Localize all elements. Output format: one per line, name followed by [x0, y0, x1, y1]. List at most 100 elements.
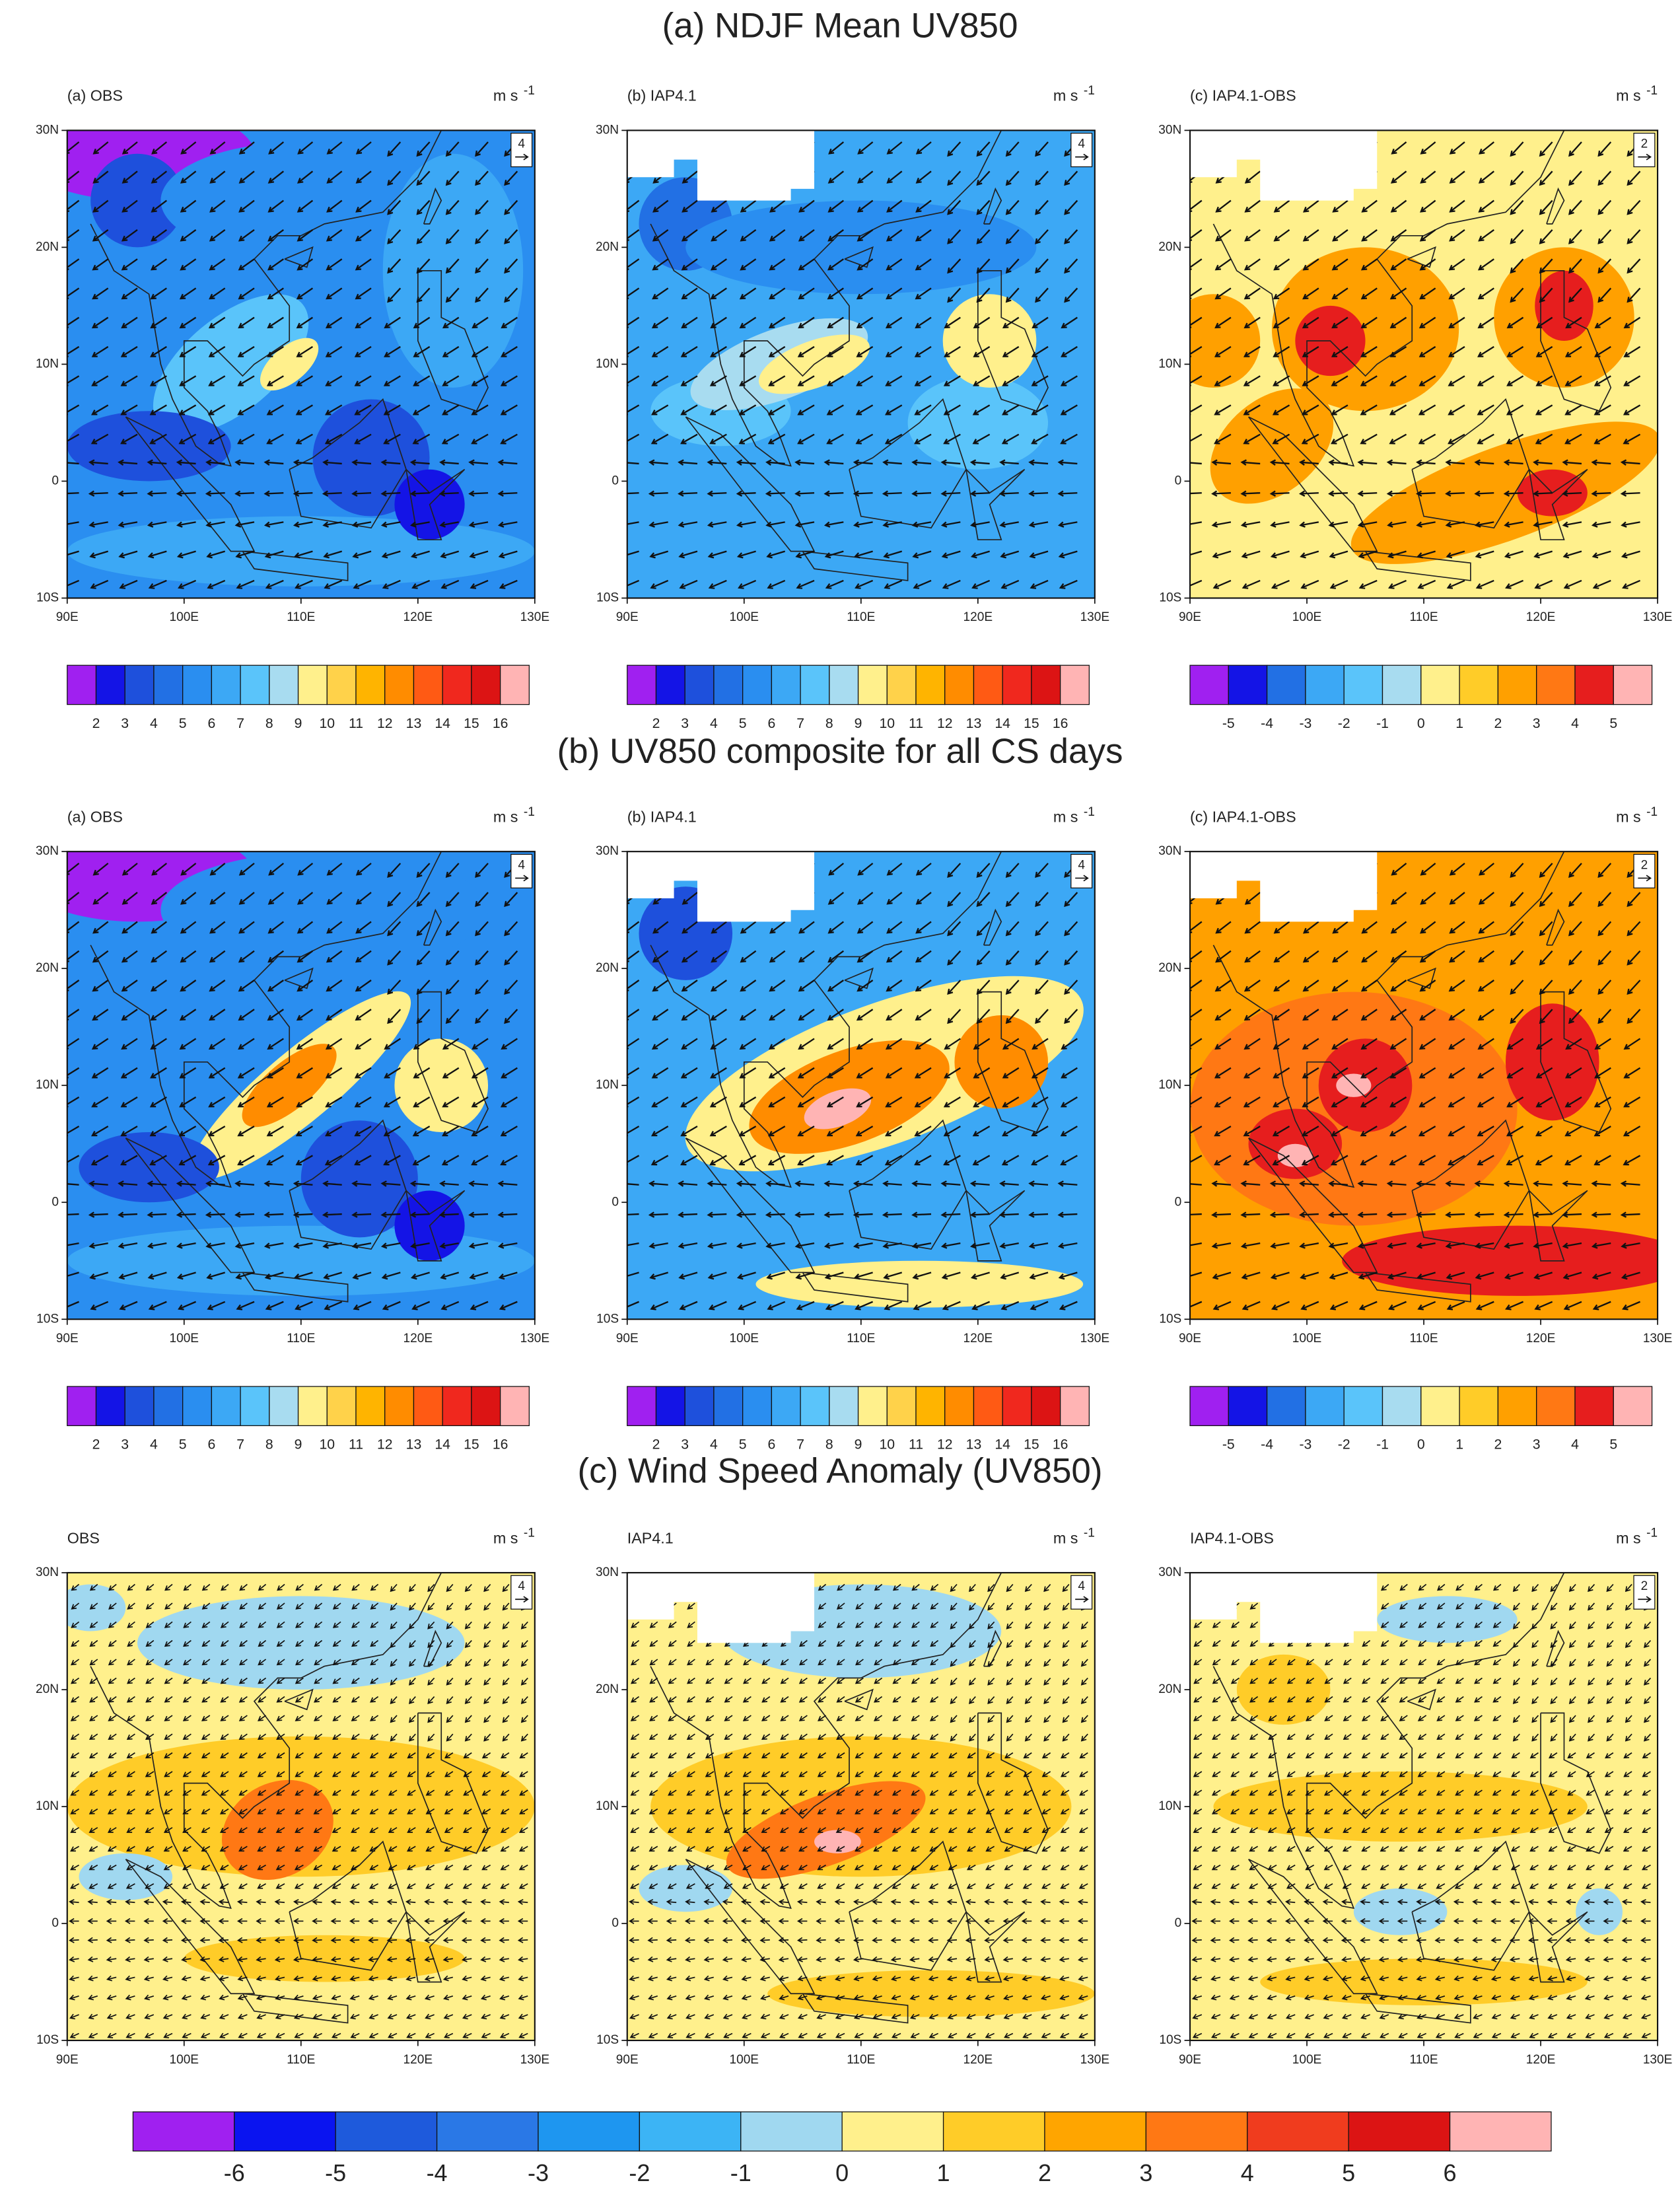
- section-title: (a) NDJF Mean UV850: [662, 7, 1018, 46]
- y-tick-label: 30N: [1158, 123, 1181, 137]
- x-tick-label: 110E: [287, 610, 315, 624]
- x-tick-label: 130E: [1643, 1332, 1673, 1346]
- y-tick-label: 10S: [596, 2033, 619, 2047]
- colorbar-label: -1: [730, 2159, 752, 2186]
- y-tick-label: 20N: [1158, 961, 1181, 975]
- colorbar-label: -1: [1376, 1437, 1389, 1453]
- colorbar-box: [1059, 664, 1090, 705]
- colorbar-label: 3: [121, 1437, 129, 1453]
- field-contour: [1260, 1958, 1588, 2005]
- reference-vector-label: 2: [1641, 858, 1648, 872]
- reference-vector-box: [510, 1575, 533, 1610]
- coastline: [405, 1911, 466, 1983]
- reference-vector-box: [1070, 853, 1093, 888]
- reference-vector-box: [1070, 132, 1093, 168]
- terrain-mask: [1190, 130, 1378, 201]
- coastline: [685, 1858, 816, 1995]
- field-contour: [685, 200, 1037, 295]
- colorbar-box: [1536, 1386, 1576, 1427]
- terrain-mask: [627, 1572, 814, 1643]
- panel-label: (c) IAP4.1-OBS: [1190, 87, 1296, 104]
- reference-vector-label: 4: [1078, 1579, 1085, 1593]
- colorbar-label: -4: [1261, 1437, 1273, 1453]
- reference-vector-label: 4: [518, 1579, 525, 1593]
- colorbar-box: [471, 664, 501, 705]
- panel-label: (b) IAP4.1: [627, 808, 697, 825]
- colorbar-label: 0: [835, 2159, 849, 2186]
- coastline: [965, 1911, 1026, 1983]
- colorbar-box: [857, 1386, 888, 1427]
- colorbar-label: 8: [265, 1437, 273, 1453]
- x-tick-label: 130E: [520, 610, 550, 624]
- colorbar-box: [1002, 664, 1032, 705]
- colorbar-label: 6: [207, 1437, 215, 1453]
- colorbar-box: [326, 664, 357, 705]
- colorbar-label: 14: [435, 716, 450, 731]
- y-tick-label: 10N: [1158, 1799, 1181, 1813]
- colorbar-box: [1343, 664, 1383, 705]
- colorbar-label: 2: [1038, 2159, 1051, 2186]
- colorbar-label: 9: [855, 1437, 862, 1453]
- colorbar-box: [413, 1386, 443, 1427]
- colorbar-box: [655, 1386, 685, 1427]
- colorbar-label: -2: [1338, 1437, 1350, 1453]
- field-contour: [1377, 1596, 1518, 1643]
- y-tick-label: 0: [52, 474, 59, 487]
- y-tick-label: 10S: [1159, 2033, 1181, 2047]
- y-tick-label: 10N: [596, 357, 619, 371]
- coastline: [417, 1712, 489, 1854]
- colorbar-label: -5: [325, 2159, 346, 2186]
- coastline: [242, 1272, 349, 1303]
- colorbar-label: 12: [937, 1437, 953, 1453]
- y-tick-label: 0: [52, 1916, 59, 1930]
- y-tick-label: 20N: [36, 1682, 59, 1696]
- y-tick-label: 10S: [36, 2033, 59, 2047]
- colorbar-label: 2: [1494, 1437, 1502, 1453]
- colorbar-box: [1382, 664, 1422, 705]
- field-contour: [767, 1970, 1095, 2017]
- colorbar-label: 8: [825, 1437, 833, 1453]
- colorbar-label: 10: [879, 1437, 895, 1453]
- colorbar-box: [95, 664, 125, 705]
- colorbar-label: 6: [1444, 2159, 1457, 2186]
- colorbar-box: [67, 664, 97, 705]
- colorbar-label: 15: [464, 716, 479, 731]
- y-tick-label: 10N: [1158, 357, 1181, 371]
- field-contour: [67, 1584, 126, 1632]
- colorbar-box: [829, 664, 859, 705]
- colorbar-label: -4: [1261, 716, 1273, 731]
- y-tick-label: 10N: [596, 1078, 619, 1092]
- colorbar-label: 16: [1053, 1437, 1068, 1453]
- x-tick-label: 90E: [616, 2053, 639, 2067]
- colorbar-box: [771, 1386, 801, 1427]
- x-tick-label: 130E: [1643, 2053, 1673, 2067]
- field-contour: [79, 1853, 173, 1900]
- coastline: [1528, 1911, 1588, 1983]
- colorbar-box: [124, 664, 155, 705]
- panel-unit-exponent: -1: [524, 805, 535, 819]
- panel-unit-exponent: -1: [1646, 805, 1658, 819]
- colorbar-label: 4: [150, 716, 158, 731]
- colorbar-label: 4: [710, 716, 718, 731]
- colorbar-label: 15: [1024, 1437, 1039, 1453]
- panel-unit-exponent: -1: [1084, 805, 1095, 819]
- x-tick-label: 130E: [1080, 610, 1110, 624]
- colorbar-box: [1348, 2111, 1451, 2152]
- coastline: [1407, 967, 1436, 989]
- x-tick-label: 100E: [170, 610, 199, 624]
- colorbar-label: 2: [92, 716, 100, 731]
- y-tick-label: 30N: [596, 844, 619, 858]
- colorbar-box: [944, 664, 975, 705]
- panel-label: (a) OBS: [67, 808, 123, 825]
- colorbar-box: [857, 664, 888, 705]
- x-tick-label: 90E: [56, 2053, 79, 2067]
- field-contour: [160, 851, 489, 969]
- y-tick-label: 10S: [596, 591, 619, 604]
- colorbar-box: [124, 1386, 155, 1427]
- colorbar-box: [442, 1386, 472, 1427]
- colorbar-label: 4: [1241, 2159, 1254, 2186]
- colorbar-box: [335, 2111, 438, 2152]
- coastline: [802, 550, 909, 581]
- reference-vector-box: [1633, 1575, 1656, 1610]
